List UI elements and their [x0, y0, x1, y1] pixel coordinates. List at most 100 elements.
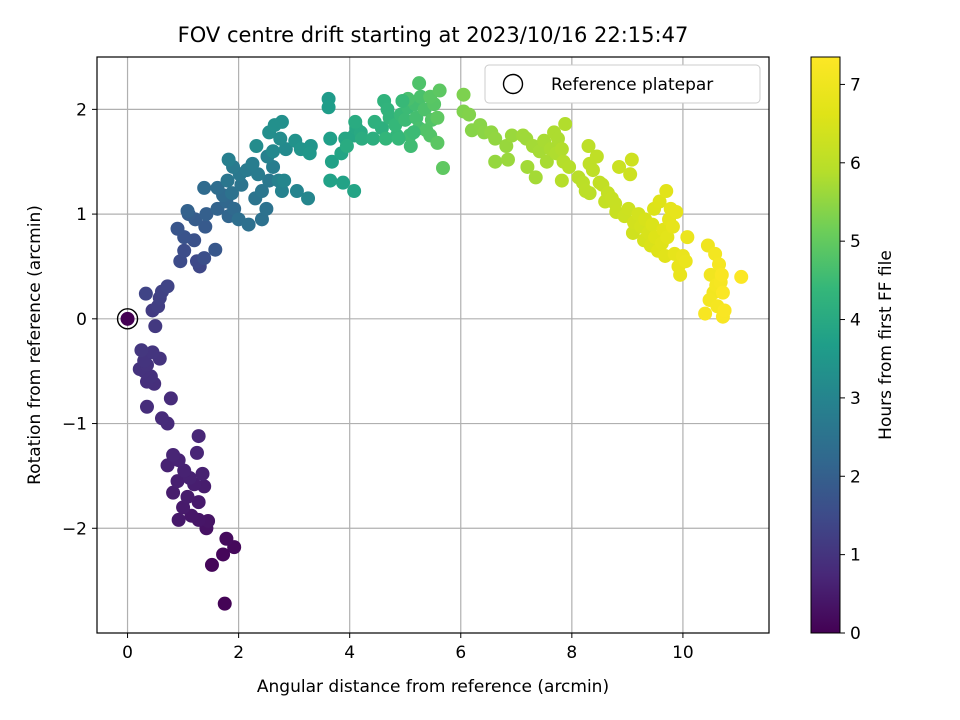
colorbar-tick-label: 3 [850, 389, 861, 409]
colorbar [810, 56, 841, 634]
data-point [120, 311, 135, 326]
data-point [198, 219, 213, 234]
data-point [171, 512, 186, 527]
data-point [430, 135, 445, 150]
data-point [195, 466, 210, 481]
data-point [673, 267, 688, 282]
data-point [323, 173, 338, 188]
colorbar-tick-label: 6 [850, 154, 861, 174]
data-point [339, 139, 354, 154]
colorbar-ticks: 0 1 2 3 4 5 6 7 [840, 75, 861, 644]
y-tick-label: −2 [62, 519, 87, 539]
data-point [669, 204, 684, 219]
data-point [191, 429, 206, 444]
data-point [249, 139, 264, 154]
data-point [539, 154, 554, 169]
data-point [220, 173, 235, 188]
data-point [504, 128, 519, 143]
data-point [562, 159, 577, 174]
data-point [302, 146, 317, 161]
data-point [208, 242, 223, 257]
data-point [166, 447, 181, 462]
data-point [217, 596, 232, 611]
data-point [266, 159, 281, 174]
data-point [462, 107, 477, 122]
data-point [367, 114, 382, 129]
data-point [348, 114, 363, 129]
data-point [378, 131, 393, 146]
colorbar-tick-label: 1 [850, 546, 861, 566]
data-point [589, 149, 604, 164]
x-tick-label: 8 [566, 643, 577, 663]
data-point [612, 159, 627, 174]
data-point [412, 76, 427, 91]
data-point [717, 303, 732, 318]
data-point [251, 167, 266, 182]
data-point [703, 267, 718, 282]
data-point [398, 112, 413, 127]
data-point [234, 177, 249, 192]
data-point [714, 267, 729, 282]
colorbar-label: Hours from first FF file [876, 250, 896, 440]
data-point [254, 212, 269, 227]
data-point [734, 269, 749, 284]
data-point [176, 500, 191, 515]
data-point [273, 131, 288, 146]
data-point [163, 391, 178, 406]
data-point [347, 184, 362, 199]
data-point [219, 531, 234, 546]
data-point [488, 154, 503, 169]
data-point [221, 152, 236, 167]
colorbar-tick-label: 0 [850, 624, 861, 644]
data-point [277, 173, 292, 188]
colorbar-tick-label: 5 [850, 232, 861, 252]
data-point [259, 201, 274, 216]
chart-title: FOV centre drift starting at 2023/10/16 … [178, 23, 689, 47]
data-point [145, 345, 160, 360]
data-point [180, 203, 195, 218]
data-point [139, 399, 154, 414]
data-point [170, 221, 185, 236]
data-point [301, 191, 316, 206]
data-point [278, 142, 293, 157]
plot-frame [96, 56, 770, 634]
x-tick-label: 10 [672, 643, 694, 663]
data-point [432, 83, 447, 98]
data-point [154, 411, 169, 426]
data-point [391, 131, 406, 146]
data-point [160, 458, 175, 473]
data-point [500, 152, 515, 167]
data-point [624, 152, 639, 167]
data-point [645, 217, 660, 232]
data-point [558, 117, 573, 132]
data-point [224, 186, 239, 201]
data-point [366, 131, 381, 146]
y-tick-label: 0 [76, 310, 87, 330]
legend: Reference platepar [484, 64, 761, 104]
reference-point-marker [116, 308, 139, 330]
x-tick-label: 4 [344, 643, 355, 663]
data-point [134, 343, 149, 358]
data-point [197, 180, 212, 195]
data-point [177, 243, 192, 258]
y-tick-label: −1 [62, 415, 87, 435]
data-point [210, 180, 225, 195]
data-point [336, 175, 351, 190]
colorbar-tick-label: 7 [850, 75, 861, 95]
data-point [581, 139, 596, 154]
data-point [216, 547, 231, 562]
data-point [488, 131, 503, 146]
reference-marker-ring [116, 308, 139, 330]
data-point [180, 489, 195, 504]
data-point [241, 217, 256, 232]
data-point [499, 139, 514, 154]
data-point [520, 159, 535, 174]
data-point [138, 286, 153, 301]
data-point [456, 87, 471, 102]
data-point [652, 194, 667, 209]
data-point [274, 184, 289, 199]
data-point [698, 306, 713, 321]
x-axis-ticks: 0 2 4 6 8 10 [122, 633, 694, 663]
data-point [665, 219, 680, 234]
